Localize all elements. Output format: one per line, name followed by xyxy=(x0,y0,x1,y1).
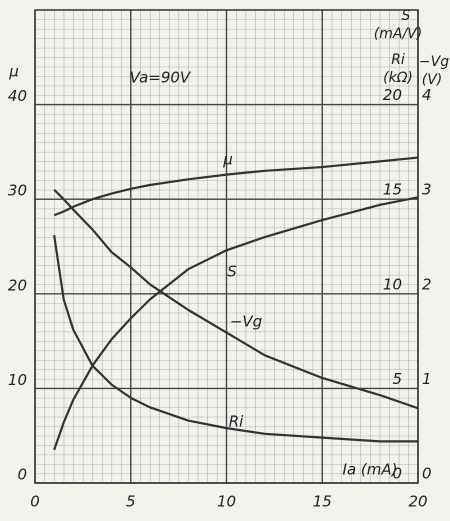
y-tick-label: 40 xyxy=(8,87,27,105)
y-axis-label: μ xyxy=(8,63,19,81)
x-tick-label: 5 xyxy=(126,493,136,511)
y-tick-label: 10 xyxy=(8,371,27,389)
y3-axis-label: (V) xyxy=(422,72,443,88)
y2-axis-label: (mA/V) xyxy=(374,26,422,42)
curve xyxy=(53,234,418,443)
y3-tick-label: 2 xyxy=(422,275,432,293)
y-tick-label: 30 xyxy=(8,182,27,200)
y2-tick-label: 20 xyxy=(383,86,402,104)
annotation: Va=90V xyxy=(130,69,192,87)
y2-tick-label: 10 xyxy=(383,275,402,293)
y2-axis-label: Ri xyxy=(391,52,405,68)
y3-tick-label: 4 xyxy=(422,86,432,104)
curve xyxy=(53,156,419,217)
y2-axis-label: (kΩ) xyxy=(383,70,413,86)
y-tick-label: 0 xyxy=(17,466,27,484)
y3-axis-label: −Vg xyxy=(419,54,449,70)
plot-frame xyxy=(34,9,419,484)
curve xyxy=(53,196,419,451)
curve-label: S xyxy=(227,263,237,281)
curve xyxy=(53,188,419,410)
y2-tick-label: 15 xyxy=(383,181,402,199)
curve-label: μ xyxy=(222,151,233,169)
y3-tick-label: 0 xyxy=(422,465,432,483)
x-tick-label: 20 xyxy=(408,493,427,511)
curve-label: Ri xyxy=(229,413,244,431)
y3-tick-label: 3 xyxy=(422,181,432,199)
y-tick-label: 20 xyxy=(8,276,27,294)
y3-tick-label: 1 xyxy=(422,370,432,388)
x-tick-label: 0 xyxy=(30,493,40,511)
x-tick-label: 15 xyxy=(313,493,332,511)
y2-tick-label: 5 xyxy=(392,370,402,388)
y2-tick-label: 0 xyxy=(392,465,402,483)
x-tick-label: 10 xyxy=(217,493,236,511)
x-axis-label: Ia (mA) xyxy=(343,461,398,479)
curve-label: −Vg xyxy=(230,313,262,331)
y2-axis-label: S xyxy=(402,8,411,24)
